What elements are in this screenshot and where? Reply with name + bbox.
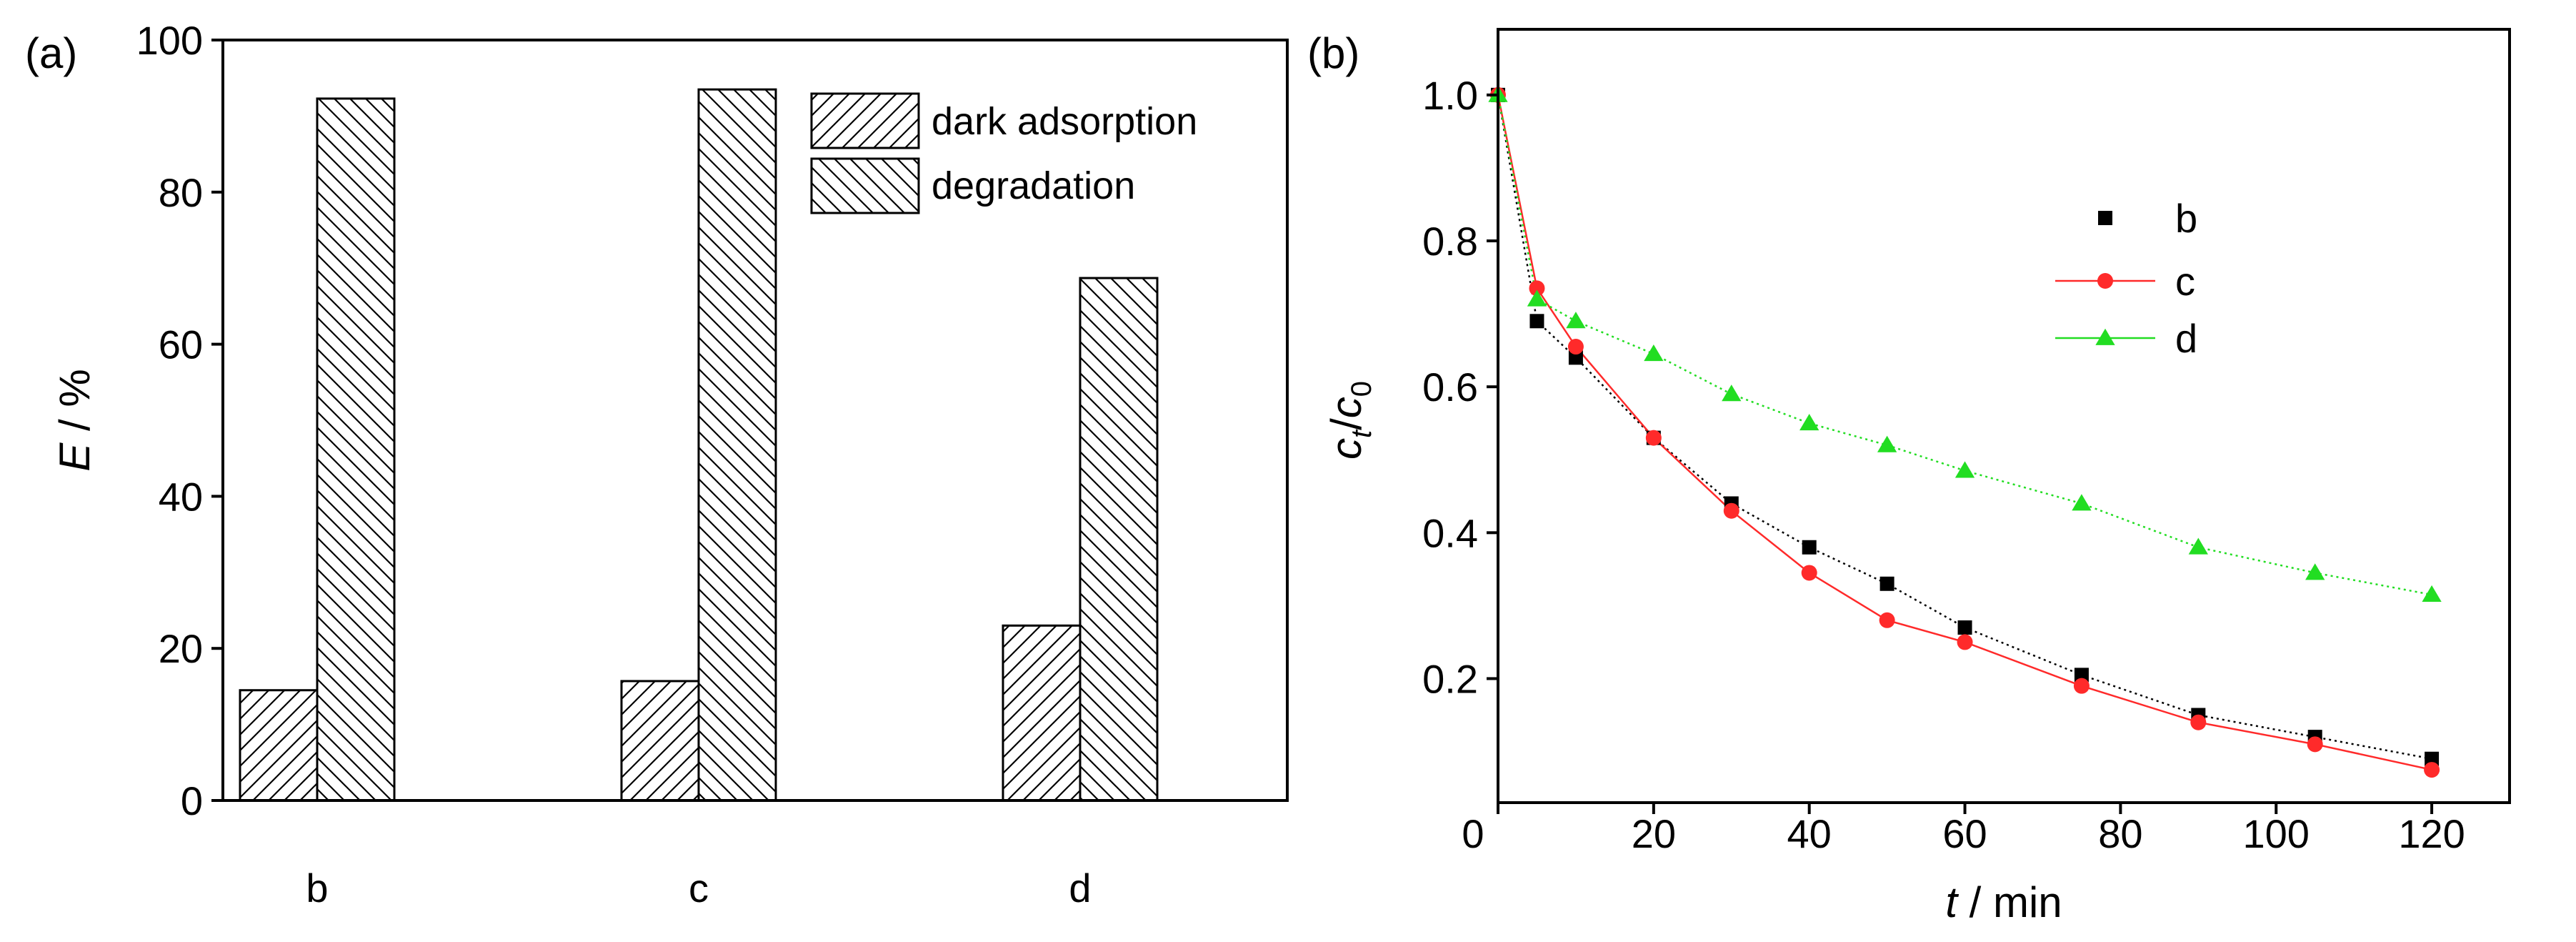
point-c [1879, 612, 1895, 628]
panel-b-y-axis: 0.2 0.4 0.6 0.8 1.0 [1422, 73, 1498, 701]
point-c [1529, 280, 1545, 297]
bar-degradation-d [1079, 277, 1159, 802]
panel-b-label: (b) [1307, 29, 1359, 77]
bar-dark-adsorption-d [1002, 624, 1082, 802]
b-y-tick-label: 0.4 [1422, 510, 1478, 555]
point-b [1957, 620, 1972, 635]
point-d [1644, 344, 1664, 362]
point-d [1527, 289, 1547, 307]
legend-swatch-degradation [810, 157, 920, 214]
panel-b-frame [1497, 28, 2511, 804]
b-x-tick-label: 20 [1632, 811, 1676, 856]
a-y-tick-label: 80 [159, 170, 203, 215]
bar-dark-adsorption-b [239, 689, 319, 802]
legend-marker-b [2098, 211, 2112, 225]
panel-a-x-axis: b c d [306, 866, 1091, 911]
a-y-tick-label: 60 [159, 322, 203, 367]
b-y-tick-label: 0.8 [1422, 219, 1478, 264]
point-c [1645, 430, 1662, 446]
b-y-tick-label: 1.0 [1422, 73, 1478, 118]
point-c [2307, 736, 2323, 753]
point-d [2072, 494, 2092, 511]
b-y-tick-label: 0.6 [1422, 365, 1478, 410]
point-c [1801, 565, 1817, 581]
panel-a-frame [221, 39, 1289, 802]
panel-a-legend: dark adsorption degradation [810, 92, 1197, 214]
a-x-tick-label: c [689, 866, 709, 911]
a-y-tick-label: 0 [181, 778, 203, 823]
point-d [1799, 414, 1819, 431]
legend-label-degradation: degradation [932, 164, 1135, 207]
point-b [1879, 576, 1894, 591]
b-x-tick-label: 40 [1787, 811, 1832, 856]
panel-a-bar-chart: (a) 0 20 40 60 80 100 b c d E / % dark adsorpti… [25, 18, 1289, 911]
point-c [2073, 678, 2090, 694]
legend-swatch-dark-adsorption [810, 92, 920, 149]
point-c [2190, 714, 2207, 730]
point-b [1529, 314, 1544, 329]
point-c [1957, 634, 1973, 650]
b-x-tick-label: 60 [1942, 811, 1987, 856]
point-d [2422, 585, 2442, 602]
bar-degradation-b [316, 97, 396, 802]
point-d [2188, 537, 2208, 555]
legend-label-dark-adsorption: dark adsorption [932, 100, 1197, 143]
legend-marker-d [2095, 328, 2115, 345]
a-y-tick-label: 40 [159, 474, 203, 519]
point-d [1566, 312, 1586, 329]
panel-b-y-axis-label: ct/c0 [1322, 381, 1377, 460]
point-b [2074, 668, 2089, 683]
panel-b-x-axis: 0 20 40 60 80 100 120 [1462, 803, 2465, 856]
a-y-tick-label: 100 [136, 18, 203, 63]
series-line-d [1497, 94, 2432, 596]
legend-label-d: d [2175, 316, 2197, 361]
point-b [1802, 540, 1817, 555]
b-x-tick-label: 120 [2398, 811, 2465, 856]
point-b [1568, 350, 1583, 365]
point-d [1722, 385, 1742, 402]
b-x-tick-label: 0 [1462, 811, 1484, 856]
panel-a-label: (a) [25, 29, 77, 77]
panel-a-y-axis-label: E / % [51, 369, 99, 471]
bar-dark-adsorption-c [620, 680, 700, 802]
series-line-c [1497, 94, 2432, 771]
legend-label-c: c [2175, 259, 2195, 304]
legend-label-b: b [2175, 196, 2197, 241]
a-x-tick-label: b [306, 866, 328, 911]
panel-a-bars [239, 88, 1159, 802]
point-b [2425, 751, 2440, 766]
legend-marker-c [2097, 273, 2113, 289]
point-c [2424, 762, 2440, 778]
point-d [1877, 435, 1897, 452]
point-d [2305, 563, 2325, 580]
b-x-tick-label: 100 [2243, 811, 2310, 856]
b-x-tick-label: 80 [2098, 811, 2142, 856]
panel-b-series [1488, 85, 2442, 778]
panel-b-x-axis-label: t / min [1945, 878, 2062, 926]
panel-b-line-chart: (b) 0.2 0.4 0.6 0.8 1.0 0 20 40 60 80 100 120 t / … [1307, 28, 2511, 926]
point-c [1567, 339, 1584, 355]
a-y-tick-label: 20 [159, 626, 203, 671]
bar-degradation-c [697, 88, 777, 802]
a-x-tick-label: d [1069, 866, 1091, 911]
point-d [1955, 461, 1975, 478]
b-y-tick-label: 0.2 [1422, 656, 1478, 701]
point-c [1723, 502, 1739, 519]
panel-a-y-axis: 0 20 40 60 80 100 [136, 18, 223, 823]
series-line-b [1497, 94, 2432, 760]
panel-b-legend: bcd [2055, 196, 2197, 361]
